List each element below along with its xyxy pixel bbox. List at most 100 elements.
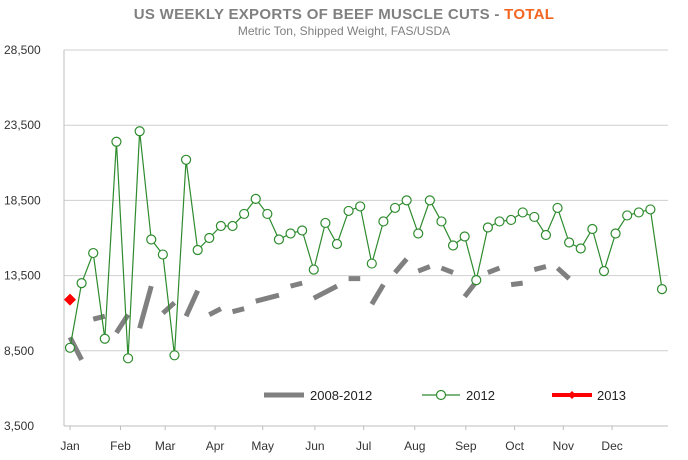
series-2012-point xyxy=(517,207,528,218)
series-2012-point xyxy=(157,249,168,260)
x-tick-label: Feb xyxy=(110,439,131,453)
chart-subtitle: Metric Ton, Shipped Weight, FAS/USDA xyxy=(237,24,451,38)
series-2012-point xyxy=(227,220,238,232)
series-2012-point xyxy=(552,202,563,214)
chart-title-highlight: TOTAL xyxy=(504,6,555,23)
series-2012-point xyxy=(122,353,134,364)
series-2012-point xyxy=(540,229,552,241)
series-2008-2012-segment xyxy=(533,264,547,273)
series-2012-point xyxy=(355,201,366,212)
series-2012-point xyxy=(204,232,215,244)
series-2012-line xyxy=(69,131,663,359)
series-2008-2012-segment xyxy=(255,292,280,304)
series-2012-point xyxy=(482,222,493,233)
series-2012-point xyxy=(366,258,377,269)
series-2012-point xyxy=(424,195,435,206)
y-tick-label: 13,500 xyxy=(4,269,41,283)
legend-label-2008-2012: 2008-2012 xyxy=(310,388,372,403)
y-tick-label: 8,500 xyxy=(4,344,34,358)
series-2008-2012 xyxy=(67,257,571,361)
series-2012-point xyxy=(262,208,273,220)
y-tick-label: 3,500 xyxy=(4,419,34,433)
series-2013-point xyxy=(64,293,76,306)
series-2008-2012-segment xyxy=(393,257,409,275)
x-axis: Jan Feb Mar Apr May Jun Jul Aug Sep Oct Nov Dec xyxy=(60,425,668,453)
series-2012-point xyxy=(587,223,598,235)
series-2008-2012-segment xyxy=(183,289,200,318)
series-2012-point xyxy=(273,234,285,245)
y-tick-label: 28,500 xyxy=(4,43,41,57)
series-2012-point xyxy=(564,237,575,248)
y-axis: 3,500 8,500 13,500 18,500 23,500 28,500 xyxy=(4,43,65,433)
series-2012-point xyxy=(378,216,389,227)
series-2012-point xyxy=(494,216,505,227)
series-2012-point xyxy=(76,278,87,289)
series-2012-point xyxy=(320,217,331,229)
series-2012-point xyxy=(610,228,621,239)
series-2012-point xyxy=(192,244,203,256)
series-2008-2012-segment xyxy=(440,265,454,275)
series-2012-point xyxy=(99,333,110,344)
legend-swatch-2012-marker xyxy=(435,389,447,401)
series-2012-point xyxy=(146,234,157,245)
y-tick-label: 18,500 xyxy=(4,193,41,207)
series-2012-point xyxy=(505,214,517,226)
series-2012 xyxy=(64,126,668,364)
series-2008-2012-segment xyxy=(417,264,431,274)
series-2012-point xyxy=(389,202,401,214)
x-tick-label: Nov xyxy=(553,439,574,453)
series-2012-point xyxy=(64,342,76,353)
series-2012-point xyxy=(134,126,145,137)
series-2008-2012-segment xyxy=(92,313,106,322)
series-2008-2012-segment xyxy=(289,280,303,289)
chart-header: US WEEKLY EXPORTS OF BEEF MUSCLE CUTS - … xyxy=(0,6,688,38)
legend-label-2012: 2012 xyxy=(466,388,495,403)
series-2008-2012-segment xyxy=(208,306,223,317)
series-2012-point xyxy=(111,136,122,147)
series-2012-point xyxy=(436,216,447,227)
legend-label-2013: 2013 xyxy=(597,388,626,403)
x-tick-label: Apr xyxy=(206,439,225,453)
x-tick-label: Mar xyxy=(155,439,176,453)
series-2008-2012-segment xyxy=(486,265,501,275)
series-2012-point xyxy=(308,264,319,275)
series-2012-point xyxy=(413,228,424,239)
series-2012-point xyxy=(471,275,482,286)
series-2012-point xyxy=(88,247,99,259)
series-2012-point xyxy=(331,238,343,250)
series-2012-point xyxy=(169,350,180,361)
legend-swatch-2013-marker xyxy=(568,391,576,399)
series-2008-2012-segment xyxy=(137,285,154,329)
series-2012-point xyxy=(645,204,656,215)
series-2012-point xyxy=(575,243,586,254)
series-2008-2012-segment xyxy=(312,283,339,301)
series-2012-point xyxy=(598,265,610,277)
series-2008-2012-segment xyxy=(67,336,84,361)
series-2012-point xyxy=(459,231,470,242)
x-tick-label: Oct xyxy=(505,439,524,453)
series-2012-point xyxy=(401,195,412,206)
series-2012-point xyxy=(656,284,668,295)
chart-title-prefix: US WEEKLY EXPORTS OF BEEF MUSCLE CUTS - xyxy=(133,6,505,23)
series-2008-2012-segment xyxy=(555,266,571,281)
series-2012-point xyxy=(285,228,296,239)
series-2012-point xyxy=(447,240,459,251)
series-2012-point xyxy=(250,193,261,204)
series-2012-point xyxy=(239,208,250,220)
x-tick-label: Jan xyxy=(60,439,79,453)
series-2012-point xyxy=(215,220,227,232)
x-tick-label: May xyxy=(251,439,274,453)
series-2012-point xyxy=(633,207,644,218)
x-tick-label: Aug xyxy=(404,439,425,453)
series-2008-2012-segment xyxy=(510,280,524,288)
series-2012-point xyxy=(622,210,633,221)
x-tick-label: Jul xyxy=(356,439,371,453)
series-2012-point xyxy=(297,225,308,236)
series-2012-point xyxy=(529,211,540,223)
x-tick-label: Sep xyxy=(455,439,477,453)
series-2008-2012-segment xyxy=(369,283,386,306)
series-2008-2012-segment xyxy=(231,306,245,315)
legend: 2008-2012 2012 2013 xyxy=(264,388,626,403)
